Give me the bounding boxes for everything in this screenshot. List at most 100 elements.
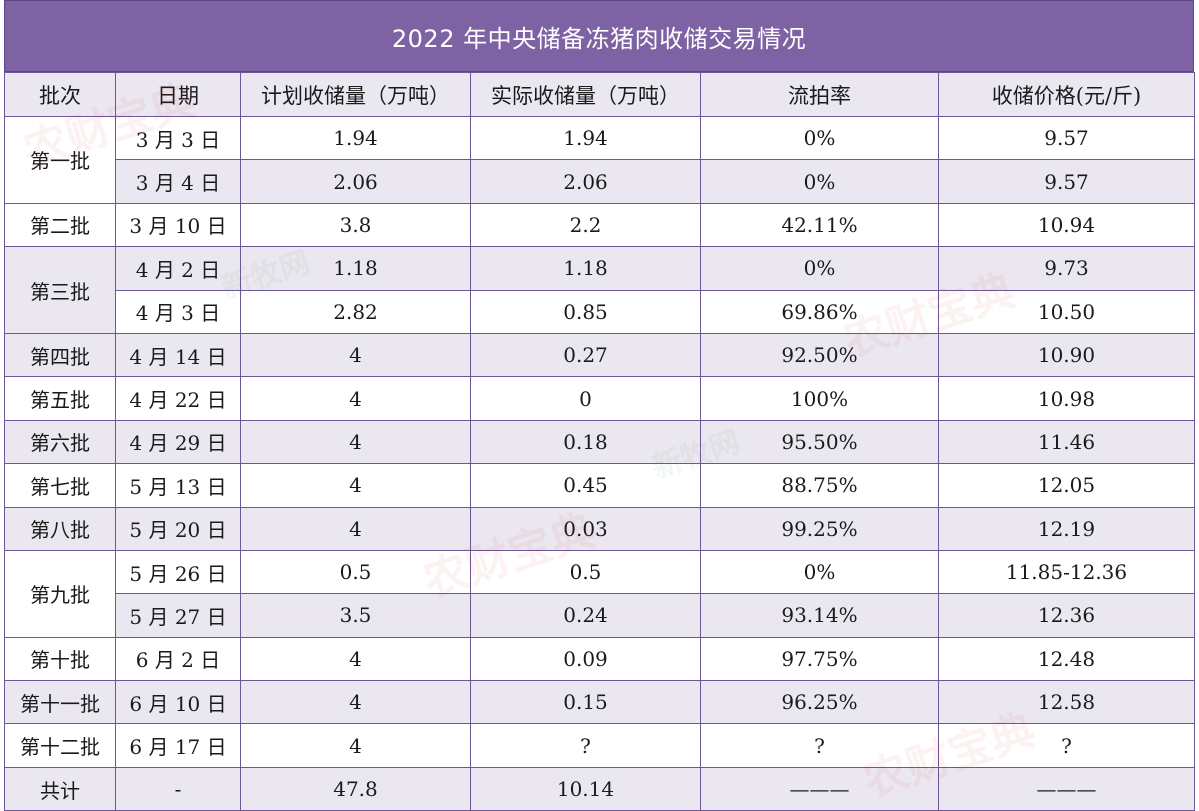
rate-cell: 0% (700, 159, 939, 204)
total-label: 共计 (4, 766, 116, 811)
actual-cell: 0.03 (470, 506, 701, 551)
header-row: 批次 日期 计划收储量（万吨） 实际收储量（万吨） 流拍率 收储价格(元/斤) (4, 72, 1195, 117)
rate-cell: 97.75% (700, 636, 939, 682)
storage-table: 批次 日期 计划收储量（万吨） 实际收储量（万吨） 流拍率 收储价格(元/斤) … (4, 72, 1195, 811)
price-cell: ——— (938, 766, 1195, 811)
batch-cell: 第五批 (4, 376, 116, 421)
date-cell: - (115, 766, 241, 811)
rate-cell: 96.25% (700, 680, 939, 725)
batch-cell: 第九批 (4, 549, 116, 638)
plan-cell: 4 (240, 419, 471, 465)
table-row: 第十一批 6 月 10 日 4 0.15 96.25% 12.58 (4, 680, 1195, 725)
rate-cell: 95.50% (700, 419, 939, 465)
plan-cell: 3.5 (240, 593, 471, 638)
plan-cell: 2.06 (240, 159, 471, 204)
actual-cell: 0.24 (470, 593, 701, 638)
actual-cell: 0.09 (470, 636, 701, 682)
table-row: 第九批 5 月 26 日 0.5 0.5 0% 11.85-12.36 (4, 549, 1195, 638)
price-cell: 9.73 (938, 246, 1195, 291)
plan-cell: 3.8 (240, 202, 471, 248)
price-cell: 11.46 (938, 419, 1195, 465)
plan-cell: 4 (240, 636, 471, 682)
date-cell: 5 月 27 日 (115, 593, 241, 638)
date-cell: 6 月 10 日 (115, 680, 241, 725)
actual-cell: 1.94 (470, 115, 701, 161)
batch-cell: 第一批 (4, 116, 116, 204)
actual-total: 10.14 (470, 766, 701, 811)
date-cell: 5 月 20 日 (115, 506, 241, 551)
batch-cell: 第七批 (4, 463, 116, 508)
actual-cell: 0.45 (470, 463, 701, 508)
price-cell: 10.98 (938, 376, 1195, 421)
total-row: 共计 - 47.8 10.14 ——— ——— (4, 766, 1195, 811)
actual-cell: ? (470, 723, 701, 768)
plan-cell: 4 (240, 680, 471, 725)
date-cell: 3 月 4 日 (115, 159, 241, 204)
date-cell: 4 月 3 日 (115, 289, 241, 334)
table-row: 第十二批 6 月 17 日 4 ? ? ? (4, 723, 1195, 768)
date-cell: 6 月 17 日 (115, 723, 241, 768)
header-date: 日期 (115, 72, 241, 117)
header-failure-rate: 流拍率 (700, 72, 939, 117)
plan-cell: 4 (240, 723, 471, 768)
plan-cell: 4 (240, 376, 471, 421)
table-title: 2022 年中央储备冻猪肉收储交易情况 (4, 0, 1194, 72)
table-row: 第四批 4 月 14 日 4 0.27 92.50% 10.90 (4, 332, 1195, 378)
price-cell: 10.50 (938, 289, 1195, 334)
actual-cell: 0.15 (470, 680, 701, 725)
header-actual-volume: 实际收储量（万吨） (470, 72, 701, 117)
actual-cell: 0.85 (470, 289, 701, 334)
table-row: 第三批 4 月 2 日 1.18 1.18 0% 9.73 (4, 246, 1195, 334)
table-row: 第二批 3 月 10 日 3.8 2.2 42.11% 10.94 (4, 202, 1195, 248)
plan-cell: 1.94 (240, 115, 471, 161)
table-row: 第六批 4 月 29 日 4 0.18 95.50% 11.46 (4, 419, 1195, 465)
plan-cell: 0.5 (240, 549, 471, 595)
price-cell: 9.57 (938, 115, 1195, 161)
batch-cell: 第四批 (4, 332, 116, 378)
price-cell: 9.57 (938, 159, 1195, 204)
rate-cell: ? (700, 723, 939, 768)
actual-cell: 0.27 (470, 332, 701, 378)
rate-cell: 93.14% (700, 593, 939, 638)
price-cell: 12.05 (938, 463, 1195, 508)
date-cell: 3 月 3 日 (115, 115, 241, 161)
actual-cell: 2.2 (470, 202, 701, 248)
header-price: 收储价格(元/斤) (938, 72, 1195, 117)
actual-cell: 0.18 (470, 419, 701, 465)
rate-cell: 0% (700, 246, 939, 291)
header-batch: 批次 (4, 72, 116, 117)
plan-cell: 4 (240, 332, 471, 378)
table-row: 第七批 5 月 13 日 4 0.45 88.75% 12.05 (4, 463, 1195, 508)
table-row: 第一批 3 月 3 日 1.94 1.94 0% 9.57 (4, 115, 1195, 204)
rate-cell: ——— (700, 766, 939, 811)
table-container: 2022 年中央储备冻猪肉收储交易情况 批次 日期 计划收储量（万吨） 实际收储… (4, 0, 1195, 811)
table-row: 第十批 6 月 2 日 4 0.09 97.75% 12.48 (4, 636, 1195, 682)
date-cell: 6 月 2 日 (115, 636, 241, 682)
price-cell: 12.19 (938, 506, 1195, 551)
price-cell: 10.94 (938, 202, 1195, 248)
batch-cell: 第十批 (4, 636, 116, 682)
actual-cell: 0.5 (470, 549, 701, 595)
actual-cell: 1.18 (470, 246, 701, 291)
rate-cell: 0% (700, 549, 939, 595)
table-row: 3 月 4 日 2.06 2.06 0% 9.57 (5, 159, 1195, 204)
price-cell: ? (938, 723, 1195, 768)
plan-total: 47.8 (240, 766, 471, 811)
actual-cell: 2.06 (470, 159, 701, 204)
date-cell: 4 月 22 日 (115, 376, 241, 421)
rate-cell: 100% (700, 376, 939, 421)
rate-cell: 0% (700, 115, 939, 161)
plan-cell: 2.82 (240, 289, 471, 334)
price-cell: 12.48 (938, 636, 1195, 682)
batch-cell: 第十二批 (4, 723, 116, 768)
date-cell: 3 月 10 日 (115, 202, 241, 248)
plan-cell: 1.18 (240, 246, 471, 291)
batch-cell: 第八批 (4, 506, 116, 551)
table-row: 5 月 27 日 3.5 0.24 93.14% 12.36 (5, 593, 1195, 638)
date-cell: 4 月 2 日 (115, 246, 241, 291)
actual-cell: 0 (470, 376, 701, 421)
table-row: 第五批 4 月 22 日 4 0 100% 10.98 (4, 376, 1195, 421)
table-row: 第八批 5 月 20 日 4 0.03 99.25% 12.19 (4, 506, 1195, 551)
rate-cell: 42.11% (700, 202, 939, 248)
date-cell: 4 月 14 日 (115, 332, 241, 378)
